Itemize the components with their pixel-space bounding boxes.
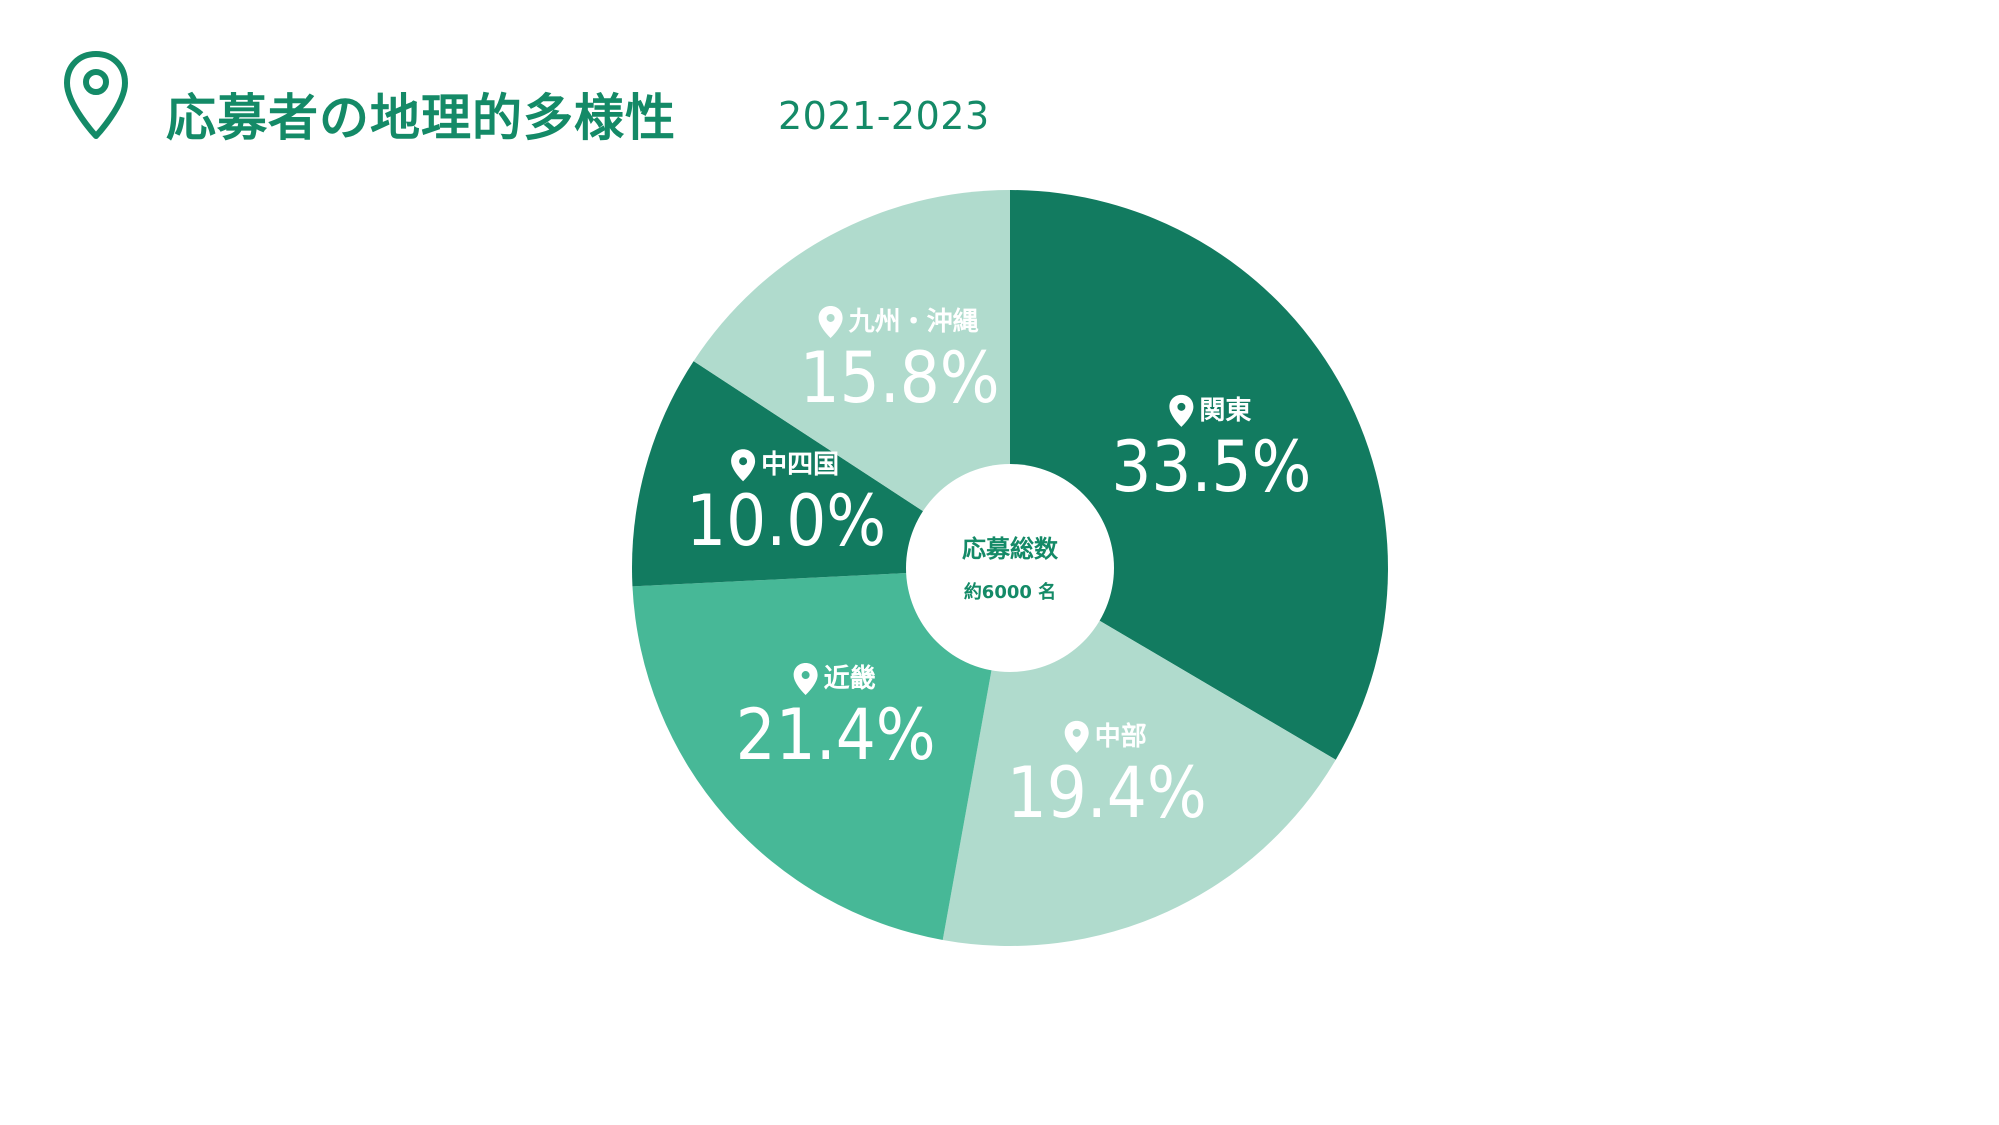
slice-value-label: 21.4% (736, 694, 936, 776)
slice-value-label: 33.5% (1111, 426, 1311, 508)
pie-slice-kyushu-okinawa (693, 190, 1010, 568)
slice-value-label: 10.0% (686, 480, 886, 562)
map-pin-icon (1064, 720, 1089, 753)
slice-region-label: 中部 (1095, 722, 1147, 752)
map-pin-icon (64, 51, 128, 139)
slice-value-label: 15.8% (800, 337, 1000, 419)
slice-region-label: 関東 (1199, 396, 1251, 426)
slice-region-label: 中四国 (761, 450, 839, 480)
period-label: 2021-2023 (778, 94, 990, 138)
slice-value-label: 19.4% (1007, 752, 1207, 834)
map-pin-icon (731, 449, 756, 482)
map-pin-icon (793, 663, 818, 696)
pie-slice-kinki (632, 568, 1010, 940)
slice-region-label: 近畿 (824, 664, 876, 694)
map-pin-icon (1169, 394, 1194, 427)
slice-region-label: 九州・沖縄 (848, 307, 979, 337)
center-subtitle: 約6000 名 (964, 581, 1056, 603)
center-title: 応募総数 (962, 535, 1059, 563)
center-hole (906, 464, 1114, 672)
map-pin-icon (818, 305, 843, 338)
pie-slice-kanto (1010, 190, 1388, 760)
page-title: 応募者の地理的多様性 (166, 89, 676, 147)
